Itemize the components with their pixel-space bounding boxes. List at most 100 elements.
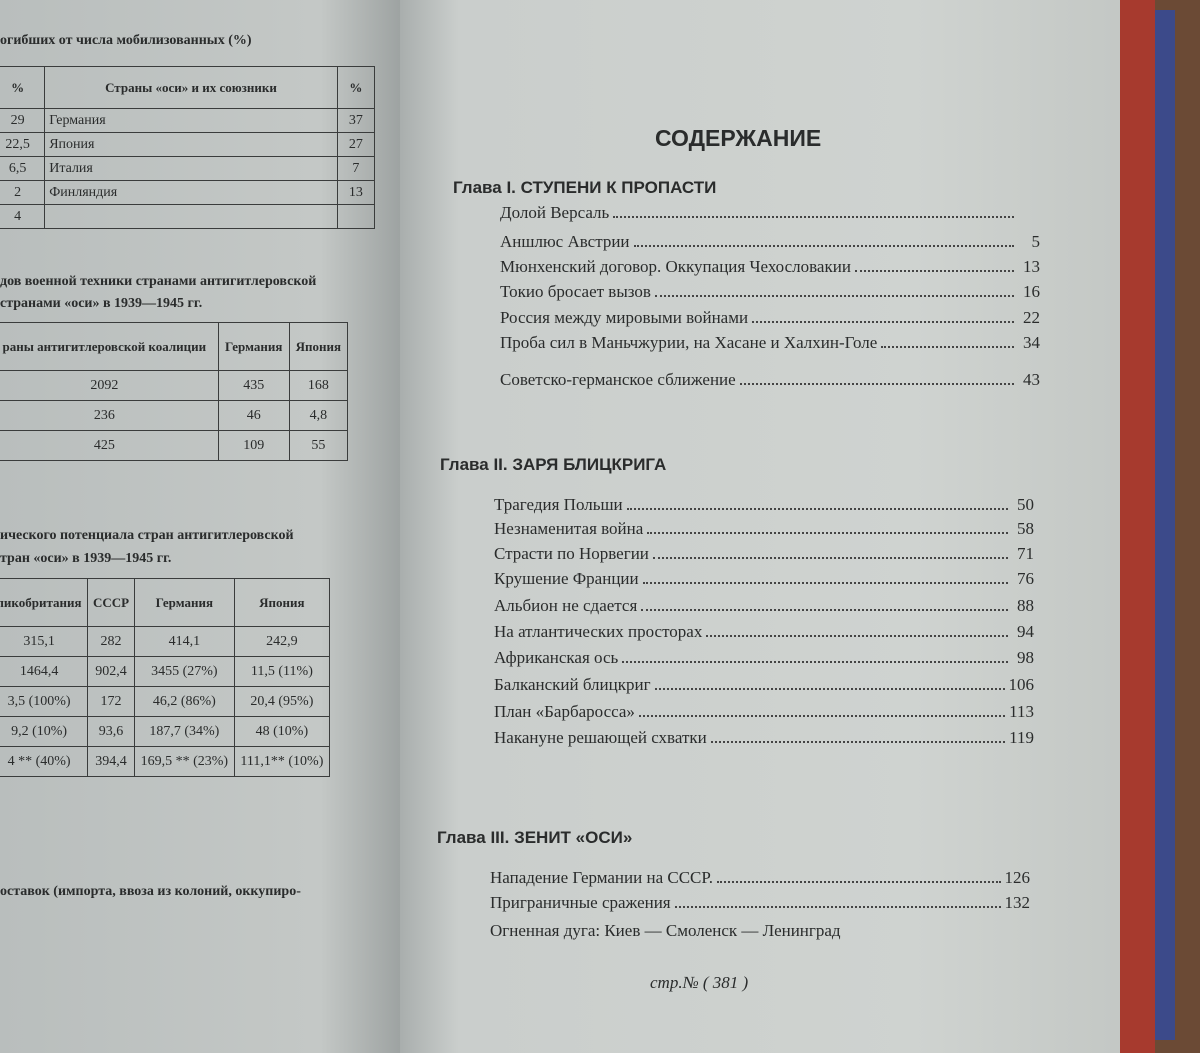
table-row: 2 Финляндия 13: [0, 180, 376, 205]
leader-dots: [613, 203, 1014, 218]
left-footer-text: оставок (импорта, ввоза из колоний, окку…: [0, 884, 301, 899]
table1-caption: огибших от числа мобилизованных (%): [0, 33, 252, 48]
toc-entry-label: Альбион не сдается: [494, 596, 638, 615]
toc-entry: Россия между мировыми войнами 22: [500, 308, 1040, 328]
toc-entry: Накануне решающей схватки 119: [494, 728, 1034, 748]
table-cell: 4,8: [288, 400, 349, 431]
table-cell: 394,4: [87, 746, 135, 777]
leader-dots: [647, 519, 1008, 534]
right-page: [400, 0, 1135, 1053]
leader-dots: [626, 495, 1008, 510]
table-cell: 902,4: [87, 656, 135, 687]
toc-entry-label: Страсти по Норвегии: [494, 544, 649, 563]
leader-dots: [854, 257, 1014, 272]
table-cell: 109: [217, 430, 290, 461]
toc-entry-page: 132: [1004, 893, 1031, 912]
table-row: 4 ** (40%) 394,4 169,5 ** (23%) 111,1** (10…: [0, 746, 331, 777]
toc-entry-page: 119: [1009, 728, 1034, 747]
toc-entry-page: [1018, 203, 1040, 223]
toc-entry: Токио бросает вызов 16: [500, 282, 1040, 302]
table-cell: 22,5: [0, 132, 46, 157]
toc-entry: Альбион не сдается 88: [494, 596, 1034, 616]
table2: раны антигитлеровской коалиции Германия Яп…: [0, 322, 349, 461]
table-row: 1464,4 902,4 3455 (27%) 11,5 (11%): [0, 656, 331, 687]
toc-entry: Аншлюс Австрии 5: [500, 232, 1040, 252]
toc-entry: Балканский блицкриг 106: [494, 675, 1034, 695]
table-cell: 11,5 (11%): [233, 656, 331, 687]
table-row: 236 46 4,8: [0, 400, 349, 431]
table-row: 9,2 (10%) 93,6 187,7 (34%) 48 (10%): [0, 716, 331, 747]
table-cell: Германия: [44, 108, 338, 133]
toc-entry-page: 16: [1023, 282, 1040, 301]
toc-entry: Африканская ось 98: [494, 648, 1034, 668]
table-header-cell: ликобритания: [0, 578, 89, 627]
toc-entry-page: 94: [1017, 622, 1034, 641]
table-row: 22,5 Япония 27: [0, 132, 376, 157]
toc-entry-page: 71: [1017, 544, 1034, 563]
toc-entry: Трагедия Польши 50: [494, 495, 1034, 515]
toc-entry: Незнаменитая война 58: [494, 519, 1034, 539]
table-cell: 4 ** (40%): [0, 746, 89, 777]
table-header-cell: Германия: [133, 578, 235, 627]
table-cell: 6,5: [0, 156, 46, 181]
toc-entry-page: 98: [1017, 648, 1034, 667]
table-cell: [44, 204, 338, 229]
table-cell: 3455 (27%): [133, 656, 235, 687]
toc-entry-label: На атлантических просторах: [494, 622, 703, 641]
table-cell: 93,6: [87, 716, 135, 747]
toc-entry: Нападение Германии на СССР. 126: [490, 868, 1030, 888]
table-row: 6,5 Италия 7: [0, 156, 376, 181]
leader-dots: [654, 282, 1014, 297]
table-cell: 187,7 (34%): [133, 716, 235, 747]
leader-dots: [674, 893, 1001, 908]
table3-caption-line2: тран «оси» в 1939—1945 гг.: [0, 551, 172, 566]
toc-entry-label: Африканская ось: [494, 648, 619, 667]
table3: ликобритания СССР Германия Япония 315,1 282 41…: [0, 578, 331, 777]
table-cell: [336, 204, 376, 229]
table-cell: 3,5 (100%): [0, 686, 89, 717]
leader-dots: [716, 881, 1001, 883]
toc-entry-label: Огненная дуга: Киев — Смоленск — Ленингр…: [490, 921, 841, 940]
table-cell: 282: [87, 626, 135, 657]
toc-entry-page: 43: [1023, 370, 1040, 389]
table2-caption-line1: дов военной техники странами антигитлеро…: [0, 274, 317, 289]
table-header-cell: %: [0, 66, 46, 109]
toc-entry-page: 113: [1009, 702, 1034, 721]
leader-dots: [739, 370, 1014, 385]
table-cell: 55: [288, 430, 349, 461]
table-cell: Финляндия: [44, 180, 338, 205]
table-cell: 4: [0, 204, 46, 229]
leader-dots: [706, 622, 1008, 637]
toc-entry: Крушение Франции 76: [494, 569, 1034, 589]
table-row: 315,1 282 414,1 242,9: [0, 626, 331, 657]
toc-entry-page: 88: [1017, 596, 1034, 615]
toc-entry: Проба сил в Маньчжурии, на Хасане и Халх…: [500, 333, 1040, 353]
table-cell: 9,2 (10%): [0, 716, 89, 747]
chapter-heading: Глава I. СТУПЕНИ К ПРОПАСТИ: [453, 178, 717, 197]
toc-entry-label: Россия между мировыми войнами: [500, 308, 749, 327]
table-row: 2092 435 168: [0, 370, 349, 401]
table-cell: 111,1** (10%): [233, 746, 331, 777]
table-header-cell: Страны «оси» и их союзники: [44, 66, 338, 109]
table-cell: 172: [87, 686, 135, 717]
toc-entry-page: 76: [1017, 569, 1034, 588]
toc-entry: Страсти по Норвегии 71: [494, 544, 1034, 564]
toc-entry-page: 106: [1008, 675, 1035, 694]
table-cell: 13: [336, 180, 376, 205]
table-cell: 1464,4: [0, 656, 89, 687]
page-number: стр.№ ( 381 ): [650, 973, 749, 992]
table-cell: 315,1: [0, 626, 89, 657]
toc-entry-label: Приграничные сражения: [490, 893, 671, 912]
table-header-cell: СССР: [87, 578, 135, 627]
toc-entry-page: 5: [1031, 232, 1041, 251]
leader-dots: [633, 232, 1014, 247]
table3-caption-line1: ического потенциала стран антигитлеровск…: [0, 528, 294, 543]
toc-entry-page: 13: [1023, 257, 1040, 276]
toc-entry: Долой Версаль: [500, 203, 1040, 223]
table-cell: 27: [336, 132, 376, 157]
table-row: 425 109 55: [0, 430, 349, 461]
table-cell: 236: [0, 400, 219, 431]
toc-entry-page: 22: [1023, 308, 1040, 327]
table-cell: 169,5 ** (23%): [133, 746, 235, 777]
table-cell: Япония: [44, 132, 338, 157]
